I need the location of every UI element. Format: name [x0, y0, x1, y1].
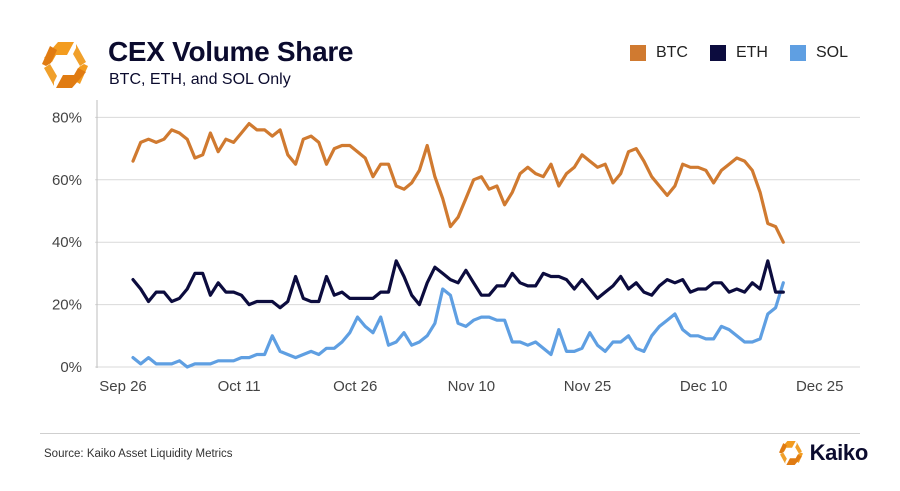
footer-brand: Kaiko: [778, 440, 868, 466]
kaiko-brand-icon: [778, 441, 803, 465]
y-tick-label: 40%: [52, 234, 82, 251]
legend-label-sol: SOL: [815, 44, 848, 61]
legend: BTC ETH SOL: [629, 44, 848, 62]
y-tick-label: 60%: [52, 172, 82, 189]
source-note: Source: Kaiko Asset Liquidity Metrics: [44, 448, 233, 460]
y-tick-label: 0%: [60, 359, 82, 376]
x-tick-label: Oct 26: [333, 378, 377, 395]
x-tick-label: Nov 10: [448, 378, 496, 395]
legend-label-eth: ETH: [735, 44, 768, 61]
series-line-btc: [131, 122, 785, 244]
line-chart: 0% 20% 40% 60% 80% Sep 26 Oct 11 Oct 26 Nov 10 No…: [52, 100, 860, 395]
legend-item-btc: BTC: [629, 44, 688, 62]
chart-title: CEX Volume Share: [108, 36, 354, 67]
y-tick-label: 20%: [52, 297, 82, 314]
legend-item-eth: ETH: [709, 44, 768, 62]
x-tick-label: Dec 25: [796, 378, 844, 395]
footer-divider: [40, 433, 860, 434]
y-tick-label: 80%: [52, 109, 82, 126]
chart-subtitle: BTC, ETH, and SOL Only: [109, 71, 291, 88]
series-line-sol: [131, 281, 785, 369]
series-line-eth: [131, 259, 785, 310]
kaiko-logo-icon: [42, 42, 88, 88]
x-tick-label: Oct 11: [218, 378, 261, 395]
x-tick-label: Nov 25: [564, 378, 612, 395]
legend-item-sol: SOL: [789, 44, 848, 62]
legend-swatch-sol: [789, 45, 806, 61]
brand-name: Kaiko: [809, 440, 869, 465]
legend-swatch-btc: [629, 45, 646, 61]
legend-swatch-eth: [709, 45, 726, 61]
x-tick-label: Sep 26: [99, 378, 147, 395]
x-tick-label: Dec 10: [680, 378, 728, 395]
legend-label-btc: BTC: [655, 44, 688, 61]
